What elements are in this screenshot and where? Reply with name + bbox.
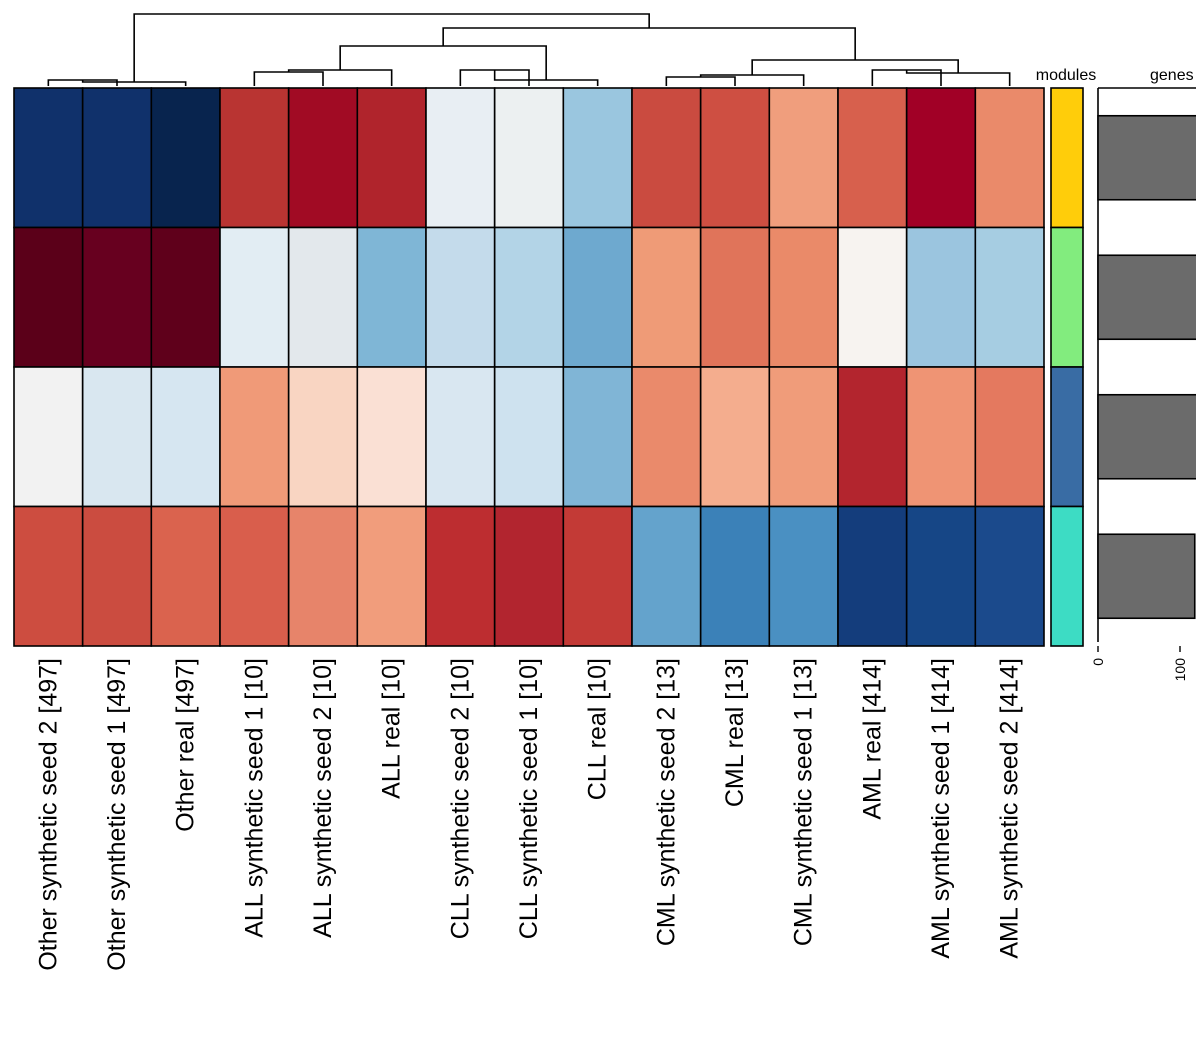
heatmap-cell	[13, 87, 84, 229]
heatmap-cell	[974, 366, 1045, 508]
heatmap-cell	[81, 226, 153, 368]
heatmap-cell	[150, 87, 221, 229]
heatmap-cell	[81, 87, 153, 229]
heatmap-cell	[81, 505, 153, 647]
heatmap-cell	[287, 226, 359, 368]
heatmap-cell	[219, 366, 290, 508]
heatmap-cell	[493, 366, 565, 508]
heatmap-cell	[905, 87, 977, 229]
column-label: CLL synthetic seed 1 [10]	[515, 658, 543, 939]
heatmap-cell	[631, 226, 702, 368]
heatmap-cell	[493, 87, 565, 229]
dendrogram-link	[253, 71, 324, 86]
heatmap-cell	[287, 505, 359, 647]
dendrogram-link	[665, 76, 736, 86]
genes-bar-panel: 0100200	[1090, 87, 1196, 682]
heatmap-cell	[150, 366, 221, 508]
dendrogram-link	[133, 13, 650, 82]
heatmap-cell	[631, 505, 702, 647]
column-label: CLL synthetic seed 2 [10]	[446, 658, 474, 939]
heatmap-cell	[562, 87, 633, 229]
heatmap-cell	[13, 226, 84, 368]
heatmap-cell	[699, 87, 771, 229]
module-annotation-bar	[1050, 87, 1084, 647]
heatmap-cell	[356, 366, 427, 508]
heatmap-cell	[219, 505, 290, 647]
genes-bar	[1097, 114, 1196, 201]
heatmap-cell	[150, 505, 221, 647]
heatmap-cell	[287, 366, 359, 508]
heatmap-cell	[837, 226, 908, 368]
column-label: AML real [414]	[858, 658, 886, 820]
heatmap-cell	[974, 505, 1045, 647]
heatmap-cell	[768, 505, 839, 647]
heatmap-cell	[219, 87, 290, 229]
column-label: AML synthetic seed 1 [414]	[927, 658, 955, 959]
heatmap-cell	[768, 226, 839, 368]
heatmap-cell	[699, 366, 771, 508]
heatmap-cell	[425, 226, 496, 368]
genes-tick-label: 100	[1172, 658, 1188, 682]
heatmap-cell	[13, 366, 84, 508]
dendrogram-link	[339, 45, 547, 80]
genes-bar	[1097, 393, 1196, 480]
column-label: CML synthetic seed 1 [13]	[790, 658, 818, 946]
module-color-cell	[1050, 366, 1084, 508]
heatmap-cell	[768, 366, 839, 508]
genes-bar	[1097, 254, 1196, 341]
heatmap-cell	[974, 226, 1045, 368]
module-color-cell	[1050, 505, 1084, 647]
column-dendrogram	[47, 13, 1011, 86]
heatmap-cell	[905, 505, 977, 647]
genes-tick-label: 0	[1090, 658, 1106, 666]
column-label: Other synthetic seed 1 [497]	[103, 658, 131, 971]
heatmap-cell	[631, 366, 702, 508]
heatmap-cell	[219, 226, 290, 368]
heatmap-cell	[493, 226, 565, 368]
heatmap-cells	[13, 87, 1045, 647]
column-label: AML synthetic seed 2 [414]	[996, 658, 1024, 959]
heatmap-cell	[974, 87, 1045, 229]
heatmap-cell	[562, 505, 633, 647]
dendrogram-link	[442, 27, 856, 60]
column-label: Other synthetic seed 2 [497]	[34, 658, 62, 971]
heatmap-cell	[150, 226, 221, 368]
heatmap-cell	[356, 505, 427, 647]
genes-label: genes	[1150, 67, 1194, 84]
modules-label: modules	[1036, 67, 1096, 84]
genes-bar	[1097, 533, 1196, 620]
heatmap-cell	[837, 87, 908, 229]
heatmap-cell	[562, 366, 633, 508]
heatmap-cell	[768, 87, 839, 229]
column-label: Other real [497]	[172, 658, 200, 832]
column-label: CML real [13]	[721, 658, 749, 807]
heatmap-cell	[493, 505, 565, 647]
heatmap-cell	[905, 366, 977, 508]
heatmap-cell	[425, 366, 496, 508]
heatmap-cell	[425, 87, 496, 229]
heatmap-cell	[13, 505, 84, 647]
column-labels: Other synthetic seed 2 [497] Other synthe…	[34, 658, 1023, 971]
heatmap-cell	[699, 226, 771, 368]
heatmap-cell	[631, 87, 702, 229]
heatmap-cell	[837, 505, 908, 647]
module-color-cell	[1050, 87, 1084, 229]
heatmap-cell	[81, 366, 153, 508]
column-label: ALL real [10]	[378, 658, 406, 799]
column-label: ALL synthetic seed 1 [10]	[240, 658, 268, 938]
column-label: CML synthetic seed 2 [13]	[652, 658, 680, 946]
heatmap-cell	[699, 505, 771, 647]
heatmap-cell	[356, 226, 427, 368]
heatmap-cell	[425, 505, 496, 647]
column-label: ALL synthetic seed 2 [10]	[309, 658, 337, 938]
heatmap-cell	[356, 87, 427, 229]
heatmap-cell	[562, 226, 633, 368]
module-color-cell	[1050, 226, 1084, 368]
heatmap-cell	[837, 366, 908, 508]
heatmap-cell	[287, 87, 359, 229]
heatmap-cell	[905, 226, 977, 368]
column-label: CLL real [10]	[584, 658, 612, 800]
